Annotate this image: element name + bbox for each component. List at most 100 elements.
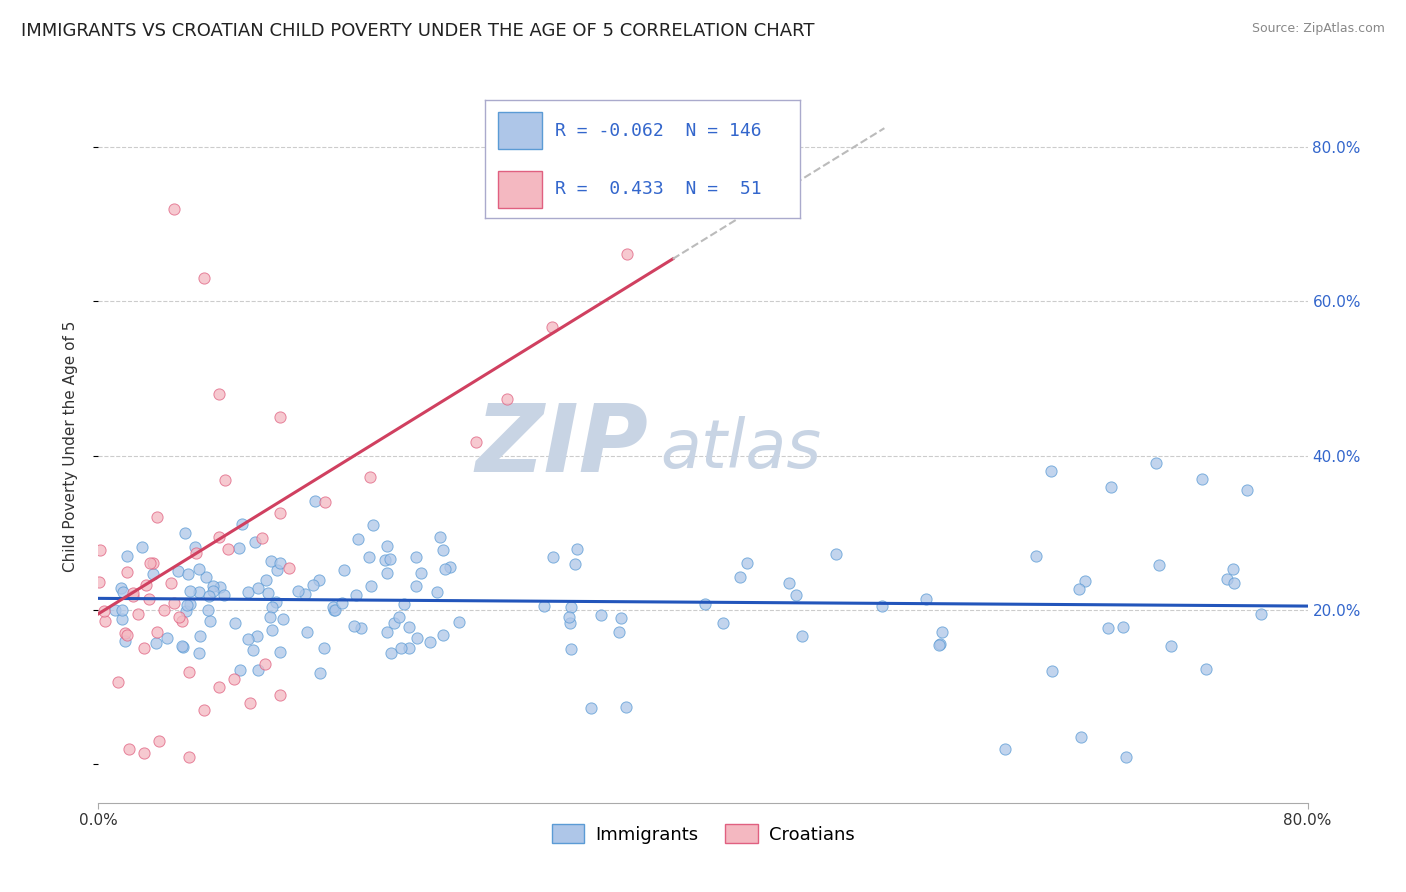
Point bbox=[195, 570, 218, 584]
Point bbox=[173, 525, 195, 540]
Point bbox=[1144, 456, 1167, 470]
Point bbox=[330, 596, 353, 610]
Point bbox=[229, 663, 252, 677]
Point bbox=[778, 575, 800, 590]
Point bbox=[264, 595, 287, 609]
Point bbox=[1073, 574, 1095, 588]
Point bbox=[163, 202, 186, 216]
Point bbox=[540, 319, 562, 334]
Point bbox=[1039, 464, 1062, 478]
Point bbox=[1216, 572, 1239, 586]
Point bbox=[187, 562, 209, 576]
Point bbox=[188, 584, 211, 599]
Point bbox=[177, 567, 200, 582]
Point bbox=[1250, 607, 1272, 621]
Point bbox=[790, 628, 813, 642]
Point bbox=[142, 556, 165, 570]
Point bbox=[243, 534, 266, 549]
Point bbox=[239, 696, 262, 710]
Point bbox=[1236, 483, 1258, 498]
Point bbox=[294, 587, 316, 601]
Point bbox=[388, 610, 411, 624]
Point bbox=[465, 435, 488, 450]
Point bbox=[711, 615, 734, 630]
Point bbox=[254, 573, 277, 587]
Point bbox=[558, 610, 581, 624]
Point bbox=[374, 553, 396, 567]
Point bbox=[260, 554, 283, 568]
Point bbox=[131, 540, 153, 554]
Point bbox=[567, 541, 589, 556]
Point bbox=[208, 680, 231, 694]
Point bbox=[314, 495, 336, 509]
Point bbox=[89, 574, 111, 589]
Point bbox=[344, 588, 367, 602]
Point bbox=[295, 625, 318, 640]
Point bbox=[398, 620, 420, 634]
Point bbox=[1195, 662, 1218, 676]
Point bbox=[156, 631, 179, 645]
Point bbox=[170, 614, 193, 628]
Point bbox=[167, 564, 190, 578]
Point bbox=[543, 550, 565, 565]
Point bbox=[138, 592, 160, 607]
Point bbox=[558, 616, 581, 631]
Point bbox=[224, 616, 246, 631]
Point bbox=[533, 599, 555, 613]
Point bbox=[589, 608, 612, 623]
Point bbox=[179, 749, 201, 764]
Point bbox=[110, 581, 132, 595]
Point bbox=[259, 610, 281, 624]
Point bbox=[560, 641, 582, 656]
Point bbox=[179, 598, 201, 612]
Point bbox=[214, 473, 236, 487]
Text: ZIP: ZIP bbox=[475, 400, 648, 492]
Point bbox=[146, 624, 169, 639]
Point bbox=[198, 614, 221, 628]
Point bbox=[1222, 576, 1244, 591]
Point bbox=[260, 600, 283, 615]
Point bbox=[145, 636, 167, 650]
Point bbox=[870, 599, 893, 613]
Text: Source: ZipAtlas.com: Source: ZipAtlas.com bbox=[1251, 22, 1385, 36]
Point bbox=[179, 665, 201, 679]
Point bbox=[142, 566, 165, 581]
Point bbox=[737, 556, 759, 570]
Point bbox=[253, 657, 276, 671]
Point bbox=[333, 563, 356, 577]
Point bbox=[409, 566, 432, 580]
Point bbox=[160, 576, 183, 591]
Point bbox=[346, 533, 368, 547]
Point bbox=[115, 565, 138, 579]
Point bbox=[360, 470, 382, 484]
Point bbox=[929, 637, 952, 651]
Point bbox=[1191, 472, 1213, 486]
Point bbox=[228, 541, 250, 556]
Point bbox=[308, 573, 330, 587]
Point bbox=[1067, 582, 1090, 596]
Point bbox=[301, 578, 323, 592]
Point bbox=[269, 645, 291, 659]
Point bbox=[405, 579, 427, 593]
Point bbox=[439, 559, 461, 574]
Point bbox=[197, 589, 219, 603]
Point bbox=[495, 392, 517, 407]
Point bbox=[242, 643, 264, 657]
Point bbox=[375, 539, 398, 553]
Point bbox=[93, 604, 115, 618]
Point bbox=[271, 612, 294, 626]
Point bbox=[785, 589, 807, 603]
Point bbox=[405, 549, 427, 564]
Point bbox=[357, 550, 380, 565]
Point bbox=[287, 583, 309, 598]
Legend: Immigrants, Croatians: Immigrants, Croatians bbox=[544, 817, 862, 851]
Point bbox=[380, 551, 402, 566]
Point bbox=[278, 561, 301, 575]
Point bbox=[928, 638, 950, 652]
Point bbox=[426, 585, 449, 599]
Point bbox=[115, 628, 138, 642]
Point bbox=[398, 640, 420, 655]
Point bbox=[111, 612, 134, 626]
Point bbox=[208, 530, 231, 544]
Point bbox=[212, 588, 235, 602]
